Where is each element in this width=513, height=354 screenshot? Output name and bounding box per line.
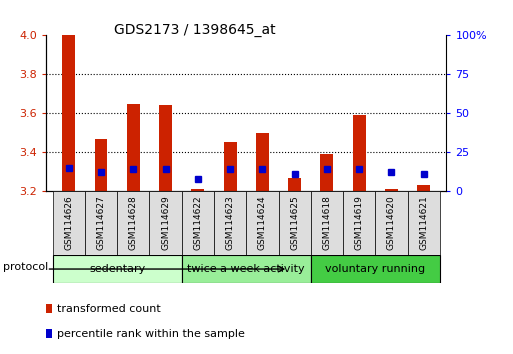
FancyBboxPatch shape (214, 191, 246, 255)
Text: GSM114622: GSM114622 (193, 196, 202, 250)
Text: GSM114626: GSM114626 (64, 196, 73, 250)
FancyBboxPatch shape (311, 255, 440, 283)
Text: GSM114623: GSM114623 (226, 196, 234, 250)
FancyBboxPatch shape (376, 191, 408, 255)
Bar (224, 142, 236, 191)
Bar (385, 189, 398, 191)
Text: percentile rank within the sample: percentile rank within the sample (57, 329, 245, 339)
Text: transformed count: transformed count (57, 304, 161, 314)
Bar (62, 35, 75, 191)
Text: protocol: protocol (3, 262, 48, 272)
FancyBboxPatch shape (246, 191, 279, 255)
Text: GSM114627: GSM114627 (96, 196, 106, 250)
FancyBboxPatch shape (53, 191, 85, 255)
Bar (288, 178, 301, 191)
FancyBboxPatch shape (408, 191, 440, 255)
FancyBboxPatch shape (311, 191, 343, 255)
Bar (256, 133, 269, 191)
FancyBboxPatch shape (343, 191, 376, 255)
Bar (321, 154, 333, 191)
Text: twice a week activity: twice a week activity (187, 264, 305, 274)
Text: GDS2173 / 1398645_at: GDS2173 / 1398645_at (114, 23, 276, 37)
FancyBboxPatch shape (182, 255, 311, 283)
Text: GSM114624: GSM114624 (258, 196, 267, 250)
Text: GSM114621: GSM114621 (419, 196, 428, 250)
Text: GSM114618: GSM114618 (322, 195, 331, 251)
Bar (353, 115, 366, 191)
FancyBboxPatch shape (85, 191, 117, 255)
FancyBboxPatch shape (117, 191, 149, 255)
Bar (417, 185, 430, 191)
Bar (127, 104, 140, 191)
Text: GSM114620: GSM114620 (387, 196, 396, 250)
Text: GSM114629: GSM114629 (161, 196, 170, 250)
FancyBboxPatch shape (182, 191, 214, 255)
Bar (94, 138, 108, 191)
Text: voluntary running: voluntary running (325, 264, 425, 274)
Text: GSM114625: GSM114625 (290, 196, 299, 250)
Bar (159, 105, 172, 191)
FancyBboxPatch shape (279, 191, 311, 255)
Text: sedentary: sedentary (89, 264, 145, 274)
FancyBboxPatch shape (53, 255, 182, 283)
FancyBboxPatch shape (149, 191, 182, 255)
Bar (191, 189, 204, 191)
Text: GSM114628: GSM114628 (129, 196, 138, 250)
Text: GSM114619: GSM114619 (354, 195, 364, 251)
